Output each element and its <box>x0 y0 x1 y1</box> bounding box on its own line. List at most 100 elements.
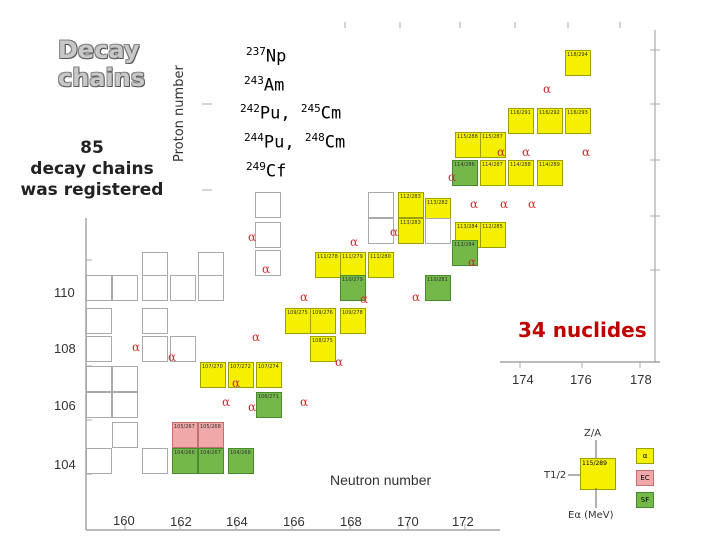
alpha-decay-symbol: α <box>448 170 457 184</box>
legend-t-half: T1/2 <box>544 470 567 481</box>
known-nuclide-box <box>86 275 112 301</box>
nuclide-cell-113-283: 113/283 <box>398 218 424 244</box>
known-nuclide-box <box>255 192 281 218</box>
nuclide-cell-109-275: 109/275 <box>285 308 311 334</box>
nuclide-cell-111-278: 111/278 <box>315 252 341 278</box>
known-nuclide-box <box>112 275 138 301</box>
nuclide-cell-111-280: 111/280 <box>368 252 394 278</box>
nuclide-cell-112-285: 112/285 <box>480 222 506 248</box>
known-nuclide-box <box>142 275 168 301</box>
nuclide-cell-116-292: 116/292 <box>537 108 563 134</box>
reaction-pu-cm-1: 242Pu, 245Cm <box>240 102 342 124</box>
nuclide-cell-116-291: 116/291 <box>508 108 534 134</box>
alpha-decay-symbol: α <box>390 225 399 239</box>
known-nuclide-box <box>142 308 168 334</box>
proton-tick-104: 104 <box>54 457 76 472</box>
nuclide-cell-105-267: 105/267 <box>172 422 198 448</box>
known-nuclide-box <box>368 192 394 218</box>
known-nuclide-box <box>86 366 112 392</box>
nuclide-cell-116-293: 116/293 <box>565 108 591 134</box>
neutron-tick-164: 164 <box>226 514 248 529</box>
alpha-decay-symbol: α <box>222 395 231 409</box>
alpha-decay-symbol: α <box>497 145 506 159</box>
alpha-decay-symbol: α <box>360 292 369 306</box>
known-nuclide-box <box>112 366 138 392</box>
alpha-decay-symbol: α <box>132 340 141 354</box>
neutron-tick-170: 170 <box>397 514 419 529</box>
alpha-decay-symbol: α <box>543 82 552 96</box>
title-line-1: Decay <box>58 36 140 64</box>
decay-text-1: decay chains <box>30 159 154 179</box>
legend-ec-box: EC <box>636 470 654 486</box>
nuclide-cell-110-279: 110/279 <box>340 275 366 301</box>
nuclide-cell-114-288: 114/288 <box>508 160 534 186</box>
neutron-tick-174: 174 <box>512 372 534 387</box>
known-nuclide-box <box>86 336 112 362</box>
known-nuclide-box <box>255 222 281 248</box>
neutron-tick-176: 176 <box>570 372 592 387</box>
legend-lines <box>568 440 597 508</box>
reaction-am: 243Am <box>244 73 285 96</box>
neutron-tick-160: 160 <box>113 513 135 528</box>
alpha-decay-symbol: α <box>468 255 477 269</box>
nuclide-cell-104-267: 104/267 <box>198 448 224 474</box>
nuclide-cell-114-286: 114/286 <box>452 160 478 186</box>
nuclide-cell-108-275: 108/275 <box>310 336 336 362</box>
reaction-cf: 249Cf <box>246 159 287 182</box>
legend-e-alpha: Eα (MeV) <box>568 510 614 521</box>
title-line-2: chains <box>58 64 146 92</box>
proton-tick-108: 108 <box>54 341 76 356</box>
known-nuclide-box <box>198 275 224 301</box>
known-nuclide-box <box>255 250 281 276</box>
legend-sample-label: 115/289 <box>582 460 607 467</box>
nuclide-cell-114-289: 114/289 <box>537 160 563 186</box>
alpha-decay-symbol: α <box>412 290 421 304</box>
legend-sample-cell: 115/289 <box>580 458 616 490</box>
known-nuclide-box <box>368 218 394 244</box>
reaction-list: 237Np 243Am 242Pu, 245Cm 244Pu, 248Cm 24… <box>240 40 345 183</box>
nuclide-cell-107-270: 107/270 <box>200 362 226 388</box>
legend-za: Z/A <box>584 428 602 439</box>
nuclide-cell-115-288: 115/288 <box>455 132 481 158</box>
reaction-pu-cm-2: 244Pu, 248Cm <box>244 130 346 153</box>
alpha-decay-symbol: α <box>300 290 309 304</box>
alpha-decay-symbol: α <box>500 197 509 211</box>
decay-summary: 85 decay chains was registered <box>4 138 180 201</box>
nuclide-cell-109-278: 109/278 <box>340 308 366 334</box>
alpha-decay-symbol: α <box>350 235 359 249</box>
proton-tick-106: 106 <box>54 398 76 413</box>
legend-ec-text: EC <box>640 474 650 482</box>
known-nuclide-box <box>142 336 168 362</box>
reaction-np: 237Np <box>246 45 287 67</box>
nuclide-cell-105-268: 105/268 <box>198 422 224 448</box>
nuclide-cell-110-281: 110/281 <box>425 275 451 301</box>
nuclide-cell-104-268: 104/268 <box>228 448 254 474</box>
known-nuclide-box <box>86 308 112 334</box>
neutron-tick-166: 166 <box>283 514 305 529</box>
neutron-tick-162: 162 <box>170 514 192 529</box>
alpha-decay-symbol: α <box>248 230 257 244</box>
alpha-decay-symbol: α <box>232 376 241 390</box>
nuclide-cell-112-283: 112/283 <box>398 192 424 218</box>
nuclides-count: 34 nuclides <box>518 318 647 342</box>
legend-alpha-text: α <box>642 452 648 460</box>
legend-alpha-box: α <box>636 448 654 464</box>
nuclide-cell-114-287: 114/287 <box>480 160 506 186</box>
nuclide-cell-106-271: 106/271 <box>256 392 282 418</box>
known-nuclide-box <box>425 218 451 244</box>
nuclide-cell-107-274: 107/274 <box>256 362 282 388</box>
alpha-decay-symbol: α <box>522 145 531 159</box>
proton-tick-110: 110 <box>54 285 75 300</box>
x-axis-label: Neutron number <box>330 472 432 488</box>
known-nuclide-box <box>86 448 112 474</box>
decay-text-2: was registered <box>20 180 164 200</box>
alpha-decay-symbol: α <box>335 355 344 369</box>
known-nuclide-box <box>198 252 224 278</box>
known-nuclide-box <box>86 392 112 418</box>
alpha-decay-symbol: α <box>300 395 309 409</box>
nuclide-cell-104-266: 104/266 <box>172 448 198 474</box>
nuclide-cell-118-294: 118/294 <box>565 50 591 76</box>
alpha-decay-symbol: α <box>252 330 261 344</box>
nuclide-cell-109-276: 109/276 <box>310 308 336 334</box>
